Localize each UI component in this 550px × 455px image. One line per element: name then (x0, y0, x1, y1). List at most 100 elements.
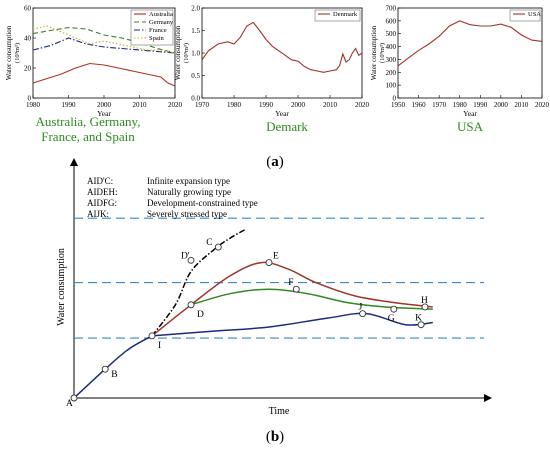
point-marker-F (292, 285, 300, 293)
y-axis-arrow (70, 158, 78, 166)
x-axis-arrow (484, 394, 492, 402)
x-tick-label: 1990 (62, 101, 77, 109)
legend-label: Denmark (333, 11, 358, 18)
x-axis-label: Year (463, 109, 477, 118)
caption-denmark: Demark (266, 119, 308, 134)
legend-desc: Severely stressed type (147, 209, 227, 219)
y-tick-label: 0 (393, 95, 397, 103)
point-marker-D' (187, 256, 195, 264)
point-marker-I (148, 332, 156, 340)
y-axis-label: Water consumption (5, 25, 13, 80)
point-marker-G (390, 305, 398, 313)
y-tick-label: 60 (24, 5, 32, 13)
y-tick-label: 0 (28, 95, 32, 103)
chart-usa: 1950 1960 1970 1980 1990 2000 2010 2020 0 100 200 3… (370, 5, 550, 119)
legend-code: AIJK: (87, 209, 109, 219)
x-tick-label: 2000 (291, 101, 306, 109)
x-tick-label: 2010 (323, 101, 338, 109)
y-axis-unit: (10⁹m³) (379, 43, 386, 63)
caption-multi-line2: France, and Spain (41, 129, 135, 144)
legend-box (130, 9, 174, 46)
legend-label: USA (528, 11, 541, 18)
caption-multi: Australia, Germany, France, and Spain (36, 114, 141, 144)
point-marker-J (359, 310, 367, 318)
x-tick-label: 2020 (355, 101, 370, 109)
y-axis-unit: (10⁹m³) (183, 43, 190, 63)
point-marker-D (187, 301, 195, 309)
x-tick-label: 1980 (26, 101, 41, 109)
y-axis-unit: (10⁹m³) (14, 43, 21, 63)
point-marker-K (417, 321, 425, 329)
point-label-B: B (111, 370, 117, 380)
x-tick-label: 1980 (227, 101, 242, 109)
point-label-G: G (388, 314, 395, 324)
point-marker-B (101, 365, 109, 373)
point-label-D: D (197, 310, 204, 320)
curve-aidfg (190, 288, 433, 310)
x-axis-label: Year (275, 109, 289, 118)
legend-label: Spain (149, 35, 165, 42)
legend-desc: Infinite expansion type (147, 176, 230, 186)
x-tick-label: 2000 (97, 101, 112, 109)
curve-base (73, 335, 153, 399)
point-label-H: H (421, 296, 428, 306)
x-tick-label: 1960 (412, 101, 427, 109)
y-tick-label: 300 (386, 56, 397, 64)
x-tick-label: 2020 (168, 101, 183, 109)
legend-desc: Development-constrained type (147, 198, 258, 208)
y-tick-label: 0.5 (191, 72, 200, 80)
chart-denmark: 1970 1980 1990 2000 2010 2020 0.0 0.5 1.0 1.5 2.0 Y… (174, 5, 370, 119)
series-line-france (32, 37, 176, 54)
point-label-D': D' (181, 251, 190, 261)
point-label-F: F (288, 278, 293, 288)
y-tick-label: 40 (24, 35, 32, 43)
x-tick-label: 2000 (494, 101, 509, 109)
point-marker-A (70, 394, 78, 402)
point-label-A: A (66, 399, 73, 409)
y-tick-label: 20 (24, 65, 32, 73)
y-axis-label: Water consumption (370, 25, 378, 80)
legend-label: Germany (149, 19, 174, 26)
panel-b-label: (b) (266, 429, 284, 445)
x-axis-label: Time (269, 406, 290, 417)
series-line-australia (32, 62, 176, 87)
y-tick-label: 1.0 (191, 50, 200, 58)
caption-multi-line1: Australia, Germany, (36, 114, 141, 129)
chart-conceptual: Time Water consumption AID'C: Infinite expa… (56, 158, 492, 417)
panel-a-label: (a) (266, 154, 284, 170)
legend-box (314, 9, 361, 22)
curve-aidpc (151, 228, 246, 337)
curve-aijk (151, 312, 433, 337)
y-tick-label: 200 (386, 69, 397, 77)
x-axis-label: Year (97, 109, 111, 118)
series-line-usa (397, 20, 543, 67)
y-tick-label: 0.0 (191, 95, 200, 103)
legend-label: France (149, 27, 167, 34)
x-tick-label: 2010 (133, 101, 148, 109)
legend-label: Australia (149, 11, 173, 18)
series-line-denmark (201, 21, 363, 73)
point-label-I: I (158, 341, 161, 351)
y-tick-label: 100 (386, 82, 397, 90)
y-tick-label: 600 (386, 17, 397, 25)
x-tick-label: 1970 (432, 101, 447, 109)
series-line-spain (32, 25, 176, 54)
chart-multi-country: 1980 1990 2000 2010 2020 0 20 40 60 Year Water con… (5, 5, 183, 119)
curve-aideh (151, 261, 433, 337)
y-tick-label: 2.0 (191, 5, 200, 13)
x-tick-label: 1990 (259, 101, 274, 109)
x-tick-label: 1990 (473, 101, 488, 109)
legend-code: AID'C: (87, 176, 113, 186)
legend-code: AIDEH: (87, 187, 118, 197)
y-tick-label: 1.5 (191, 27, 200, 35)
point-label-C: C (206, 238, 212, 248)
x-tick-label: 2020 (535, 101, 550, 109)
point-label-E: E (273, 252, 279, 262)
x-tick-label: 1980 (453, 101, 468, 109)
x-tick-label: 2010 (514, 101, 529, 109)
y-axis-label: Water consumption (174, 25, 182, 80)
plot-frame (397, 7, 543, 99)
legend-code: AIDFG: (87, 198, 117, 208)
y-axis-label: Water consumption (56, 248, 67, 326)
